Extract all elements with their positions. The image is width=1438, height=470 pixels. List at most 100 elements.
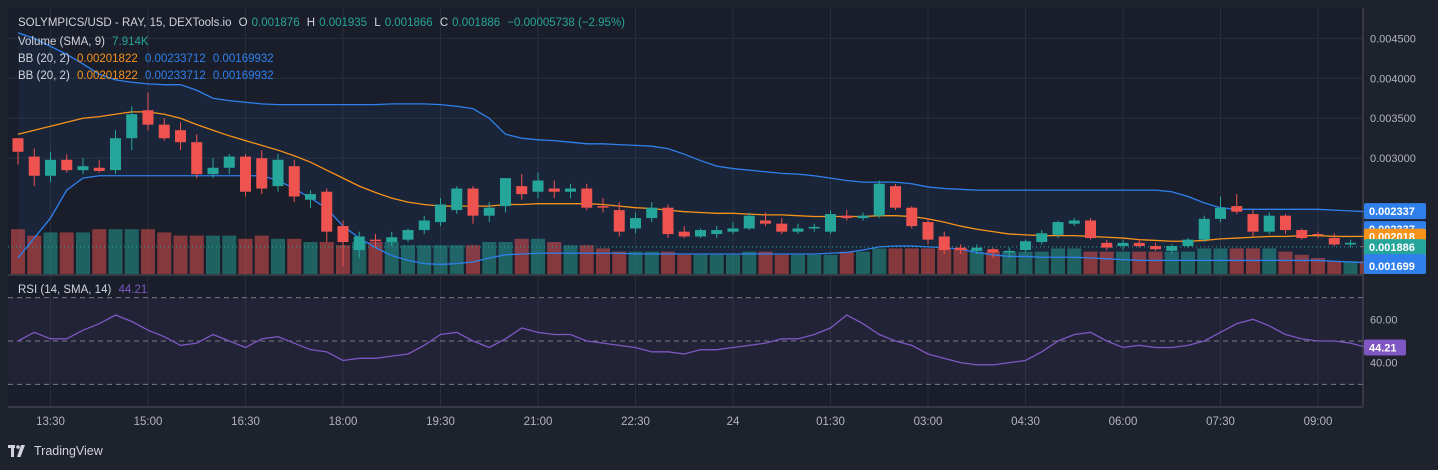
candle-body: [240, 156, 251, 192]
price-tick-label: 0.004500: [1370, 33, 1416, 45]
volume-bar: [726, 254, 740, 274]
candle-body: [1133, 242, 1145, 247]
rsi-tag-label: 44.21: [1369, 343, 1397, 355]
volume-bar: [59, 232, 74, 274]
volume-value: 7.914K: [112, 36, 149, 48]
volume-bar: [498, 242, 513, 274]
volume-bar: [579, 245, 594, 274]
volume-bar: [303, 242, 318, 274]
candle-body: [857, 215, 869, 219]
candle-body: [1117, 242, 1129, 247]
volume-bar: [1132, 251, 1147, 274]
volume-bar: [1197, 248, 1212, 274]
candle-body: [1247, 214, 1259, 232]
volume-bar: [1034, 251, 1049, 274]
price-pane[interactable]: [8, 8, 1363, 274]
candle-body: [1182, 239, 1194, 247]
legend-low: 0.001866: [384, 17, 433, 29]
price-tag-label: 0.002337: [1369, 206, 1415, 218]
volume-bar: [856, 251, 870, 274]
time-tick-label: 06:00: [1109, 416, 1138, 428]
volume-bar: [1311, 258, 1325, 274]
candle-body: [467, 188, 479, 216]
price-axis[interactable]: 0.004500 0.004000 0.003500 0.003000 60.00 40.…: [1370, 33, 1416, 369]
legend-volume[interactable]: Volume (SMA, 9) 7.914K: [18, 36, 153, 48]
volume-bar: [661, 251, 675, 274]
volume-bar: [1164, 251, 1179, 274]
legend-bb-1[interactable]: BB (20, 2) 0.00201822 0.00233712 0.00169…: [18, 53, 278, 65]
time-tick-label: 13:30: [36, 416, 65, 428]
candle-body: [971, 247, 983, 251]
volume-bar: [677, 254, 692, 274]
price-tag-label: 0.001886: [1369, 242, 1415, 254]
candles: [12, 92, 1373, 267]
candle-body: [695, 230, 706, 237]
candle-body: [1150, 246, 1161, 250]
volume-bar: [1051, 248, 1065, 274]
volume-bar: [1278, 251, 1293, 274]
candle-body: [938, 236, 950, 251]
legend-close: 0.001886: [452, 17, 501, 29]
legend-rsi[interactable]: RSI (14, SMA, 14) 44.21: [18, 284, 151, 296]
volume-bar: [222, 235, 237, 274]
candle-body: [45, 159, 56, 176]
candle-body: [1263, 215, 1275, 232]
volume-bar: [1229, 248, 1244, 274]
tradingview-logo-icon: [8, 445, 25, 457]
candle-body: [1085, 220, 1096, 239]
rsi-tick-label: 60.00: [1370, 314, 1398, 326]
candle-body: [223, 156, 235, 168]
volume-bar: [823, 254, 838, 274]
candle-body: [483, 207, 495, 216]
candle-body: [743, 215, 755, 229]
time-tick-label: 21:00: [524, 416, 553, 428]
time-tick-label: 09:00: [1304, 416, 1333, 428]
candle-body: [12, 138, 24, 152]
volume-bar: [807, 254, 822, 274]
volume-bar: [693, 254, 708, 274]
price-tag: [1364, 239, 1426, 256]
candle-body: [321, 191, 333, 232]
candle-body: [28, 156, 40, 176]
candle-body: [581, 188, 593, 208]
volume-bar: [888, 248, 903, 274]
time-tick-label: 19:30: [426, 416, 455, 428]
volume-bar: [1262, 248, 1277, 274]
candle-body: [662, 207, 674, 235]
volume-bar: [43, 232, 58, 274]
candle-body: [646, 207, 658, 219]
candle-body: [256, 158, 268, 189]
volume-bar: [969, 251, 984, 274]
tradingview-brand[interactable]: TradingView: [8, 444, 103, 458]
volume-bar: [76, 232, 90, 274]
candle-body: [532, 180, 544, 192]
candle-body: [370, 239, 381, 242]
rsi-tag: [1364, 339, 1406, 356]
candle-body: [613, 210, 625, 232]
volume-bar: [11, 229, 25, 274]
legend-symbol[interactable]: SOLYMPICS/USD - RAY, 15, DEXTools.io: [18, 17, 232, 29]
time-axis[interactable]: 13:30 15:00 16:30 18:00 19:30 21:00 22:30 24 01:…: [36, 416, 1332, 428]
legend-change: −0.00005738 (−2.95%): [507, 17, 625, 29]
volume-bar: [27, 235, 42, 274]
price-tag: [1364, 203, 1426, 220]
volume-bar: [401, 245, 415, 274]
candle-body: [808, 226, 820, 229]
bb-lower: 0.00169932: [212, 53, 274, 65]
volume-bar: [596, 248, 610, 274]
legend-c-label: C: [439, 17, 449, 29]
volume-bar: [157, 232, 172, 274]
legend-h-label: H: [306, 17, 316, 29]
candle-body: [1036, 233, 1048, 243]
price-tags: 0.0023370.0023370.0020180.0020180.001886…: [1364, 203, 1426, 356]
legend-bb-2[interactable]: BB (20, 2) 0.00201822 0.00233712 0.00169…: [18, 70, 278, 82]
volume-bar: [758, 251, 773, 274]
volume-bar: [1327, 261, 1342, 274]
volume-label: Volume (SMA, 9): [18, 36, 105, 48]
candle-body: [158, 124, 170, 139]
candle-body: [386, 237, 398, 243]
candle-body: [906, 207, 918, 227]
bb-upper: 0.00233712: [144, 53, 206, 65]
volume-bar: [904, 248, 919, 274]
